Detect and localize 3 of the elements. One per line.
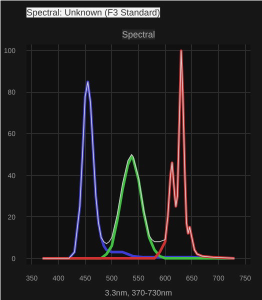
chart-subtitle: Spectral — [122, 30, 156, 40]
x-axis-title: 3.3nm, 370-730nm — [104, 288, 172, 298]
chart-title: Spectral: Unknown (F3 Standard) — [26, 8, 160, 18]
